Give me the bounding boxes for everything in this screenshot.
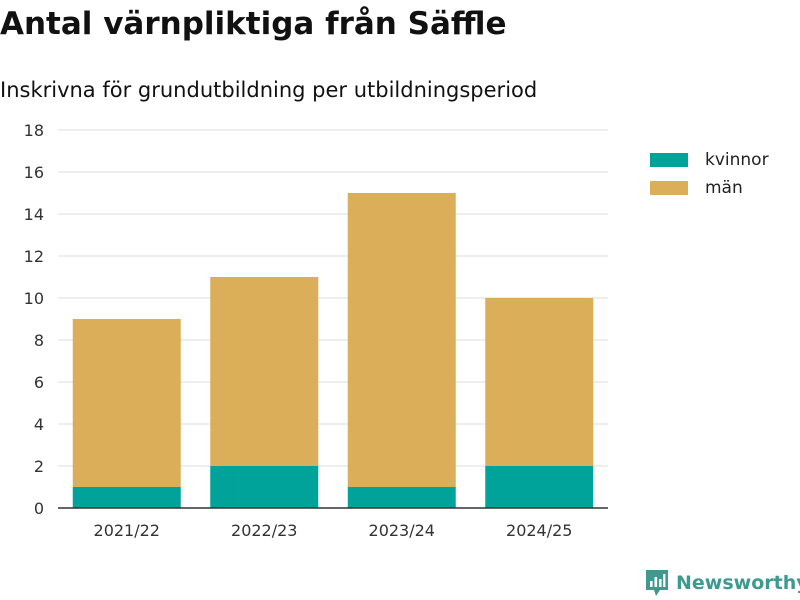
- bar-man: [347, 193, 456, 487]
- legend-item-man: män: [650, 174, 769, 202]
- y-tick-label: 14: [24, 205, 44, 224]
- y-tick-label: 0: [34, 499, 44, 518]
- y-tick-label: 18: [24, 121, 44, 140]
- y-tick-label: 10: [24, 289, 44, 308]
- bar-kvinnor: [210, 466, 319, 508]
- x-tick-label: 2022/23: [231, 521, 297, 540]
- legend-swatch-kvinnor: [650, 153, 688, 167]
- bar-man: [210, 277, 319, 466]
- bar-kvinnor: [72, 487, 181, 508]
- bar-man: [485, 298, 594, 466]
- x-tick-label: 2021/22: [94, 521, 160, 540]
- y-tick-label: 12: [24, 247, 44, 266]
- legend: kvinnor män: [650, 146, 769, 202]
- legend-swatch-man: [650, 181, 688, 195]
- legend-item-kvinnor: kvinnor: [650, 146, 769, 174]
- brand-name: Newsworthy: [676, 572, 800, 594]
- bar-man: [72, 319, 181, 487]
- x-tick-label: 2023/24: [369, 521, 435, 540]
- y-tick-label: 6: [34, 373, 44, 392]
- newsworthy-logo-icon: [646, 570, 668, 596]
- legend-label-man: män: [705, 178, 743, 198]
- y-tick-label: 2: [34, 457, 44, 476]
- y-tick-label: 8: [34, 331, 44, 350]
- bar-kvinnor: [347, 487, 456, 508]
- chart-title: Antal värnpliktiga från Säffle: [0, 6, 507, 42]
- y-tick-label: 16: [24, 163, 44, 182]
- chart-subtitle: Inskrivna för grundutbildning per utbild…: [0, 78, 538, 102]
- brand-logo: Newsworthy: [644, 568, 800, 598]
- x-tick-label: 2024/25: [506, 521, 572, 540]
- bar-kvinnor: [485, 466, 594, 508]
- y-tick-label: 4: [34, 415, 44, 434]
- legend-label-kvinnor: kvinnor: [705, 150, 769, 170]
